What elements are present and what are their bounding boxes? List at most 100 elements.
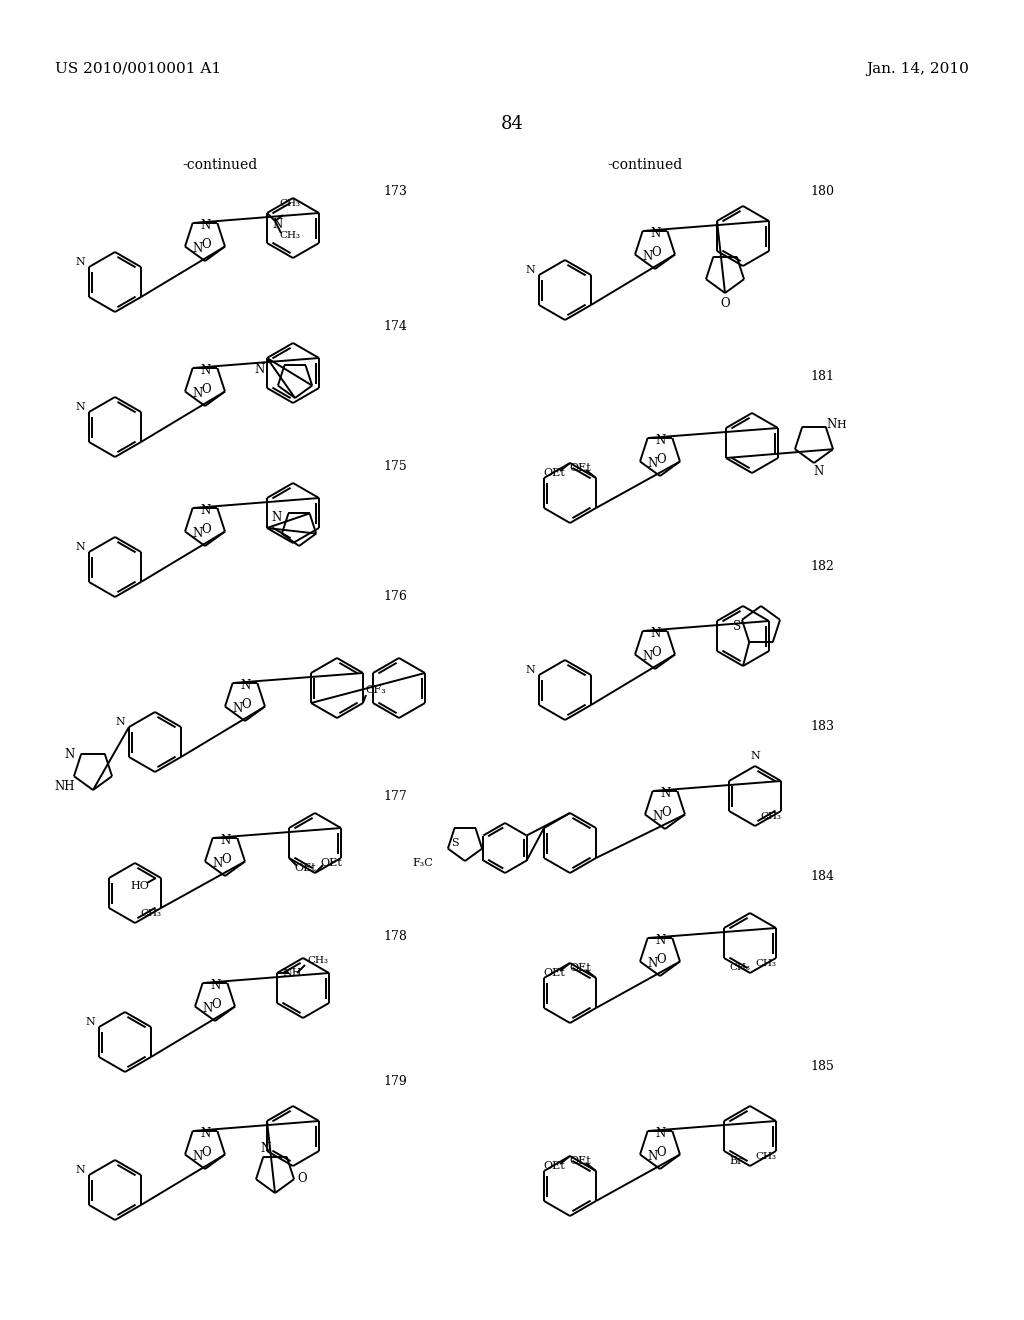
- Text: F₃C: F₃C: [413, 858, 433, 869]
- Text: HO: HO: [130, 880, 148, 891]
- Text: N: N: [200, 219, 210, 231]
- Text: —: —: [285, 211, 295, 220]
- Text: O: O: [201, 1146, 211, 1159]
- Text: OEt: OEt: [544, 469, 565, 478]
- Text: US 2010/0010001 A1: US 2010/0010001 A1: [55, 62, 221, 77]
- Text: N: N: [525, 265, 536, 275]
- Text: N: N: [751, 751, 760, 762]
- Text: N: N: [193, 387, 203, 400]
- Text: O: O: [720, 297, 730, 310]
- Text: O: O: [201, 523, 211, 536]
- Text: 176: 176: [383, 590, 407, 603]
- Text: N: N: [193, 527, 203, 540]
- Text: N: N: [76, 543, 85, 552]
- Text: OEt: OEt: [569, 463, 591, 473]
- Text: O: O: [656, 1146, 666, 1159]
- Text: N: N: [232, 702, 243, 715]
- Text: CH₃: CH₃: [279, 199, 300, 209]
- Text: 179: 179: [383, 1074, 407, 1088]
- Text: N: N: [200, 1126, 210, 1139]
- Text: N: N: [814, 465, 824, 478]
- Text: 84: 84: [501, 115, 523, 133]
- Text: CH₃: CH₃: [279, 231, 300, 240]
- Text: CH₃: CH₃: [760, 812, 781, 821]
- Text: N: N: [212, 857, 222, 870]
- Text: N: N: [655, 1126, 666, 1139]
- Text: N: N: [200, 503, 210, 516]
- Text: 182: 182: [810, 560, 834, 573]
- Text: N: N: [65, 747, 75, 760]
- Text: OEt: OEt: [569, 964, 591, 973]
- Text: N: N: [655, 433, 666, 446]
- Text: 184: 184: [810, 870, 834, 883]
- Text: N: N: [271, 511, 282, 524]
- Text: 183: 183: [810, 719, 834, 733]
- Text: N: N: [525, 665, 536, 675]
- Text: N: N: [193, 1150, 203, 1163]
- Text: H: H: [836, 420, 846, 430]
- Text: OEt: OEt: [294, 863, 315, 873]
- Text: N: N: [650, 227, 660, 239]
- Text: N: N: [210, 978, 220, 991]
- Text: S: S: [452, 838, 459, 847]
- Text: 178: 178: [383, 931, 407, 942]
- Text: 181: 181: [810, 370, 834, 383]
- Text: 174: 174: [383, 319, 407, 333]
- Text: O: O: [656, 953, 666, 966]
- Text: N: N: [220, 833, 230, 846]
- Text: O: O: [201, 383, 211, 396]
- Text: Jan. 14, 2010: Jan. 14, 2010: [866, 62, 969, 77]
- Text: N: N: [826, 418, 837, 432]
- Text: OEt: OEt: [319, 858, 342, 869]
- Text: CH₃: CH₃: [755, 1152, 776, 1162]
- Text: CH₃: CH₃: [729, 964, 750, 972]
- Text: CH₃: CH₃: [755, 960, 776, 968]
- Text: -continued: -continued: [607, 158, 683, 172]
- Text: N: N: [76, 403, 85, 412]
- Text: OEt: OEt: [544, 968, 565, 978]
- Text: O: O: [221, 853, 230, 866]
- Text: N: N: [193, 242, 203, 255]
- Text: N: N: [660, 787, 671, 800]
- Text: N: N: [261, 1143, 271, 1155]
- Text: N: N: [76, 1166, 85, 1175]
- Text: N: N: [642, 249, 652, 263]
- Text: N: N: [655, 933, 666, 946]
- Text: Br: Br: [729, 1156, 742, 1166]
- Text: O: O: [211, 998, 221, 1011]
- Text: CF₃: CF₃: [365, 685, 386, 696]
- Text: N: N: [240, 678, 250, 692]
- Text: N: N: [85, 1016, 95, 1027]
- Text: NH: NH: [282, 968, 301, 978]
- Text: N: N: [200, 363, 210, 376]
- Text: O: O: [656, 453, 666, 466]
- Text: O: O: [651, 645, 660, 659]
- Text: N: N: [650, 627, 660, 639]
- Text: N: N: [255, 363, 265, 376]
- Text: O: O: [242, 698, 251, 711]
- Text: N: N: [642, 649, 652, 663]
- Text: 185: 185: [810, 1060, 834, 1073]
- Text: 173: 173: [383, 185, 407, 198]
- Text: N: N: [116, 717, 125, 727]
- Text: CH₃: CH₃: [307, 956, 328, 965]
- Text: N: N: [76, 257, 85, 267]
- Text: N: N: [647, 1150, 657, 1163]
- Text: N: N: [202, 1002, 212, 1015]
- Text: OEt: OEt: [544, 1162, 565, 1171]
- Text: N: N: [272, 218, 283, 231]
- Text: N: N: [652, 810, 663, 822]
- Text: O: O: [651, 246, 660, 259]
- Text: S: S: [733, 619, 741, 632]
- Text: -continued: -continued: [182, 158, 258, 172]
- Text: 177: 177: [383, 789, 407, 803]
- Text: O: O: [662, 807, 671, 818]
- Text: O: O: [297, 1172, 306, 1184]
- Text: N: N: [647, 457, 657, 470]
- Text: 175: 175: [383, 459, 407, 473]
- Text: OEt: OEt: [569, 1156, 591, 1166]
- Text: N: N: [647, 957, 657, 970]
- Text: NH: NH: [54, 780, 75, 792]
- Text: 180: 180: [810, 185, 834, 198]
- Text: O: O: [201, 238, 211, 251]
